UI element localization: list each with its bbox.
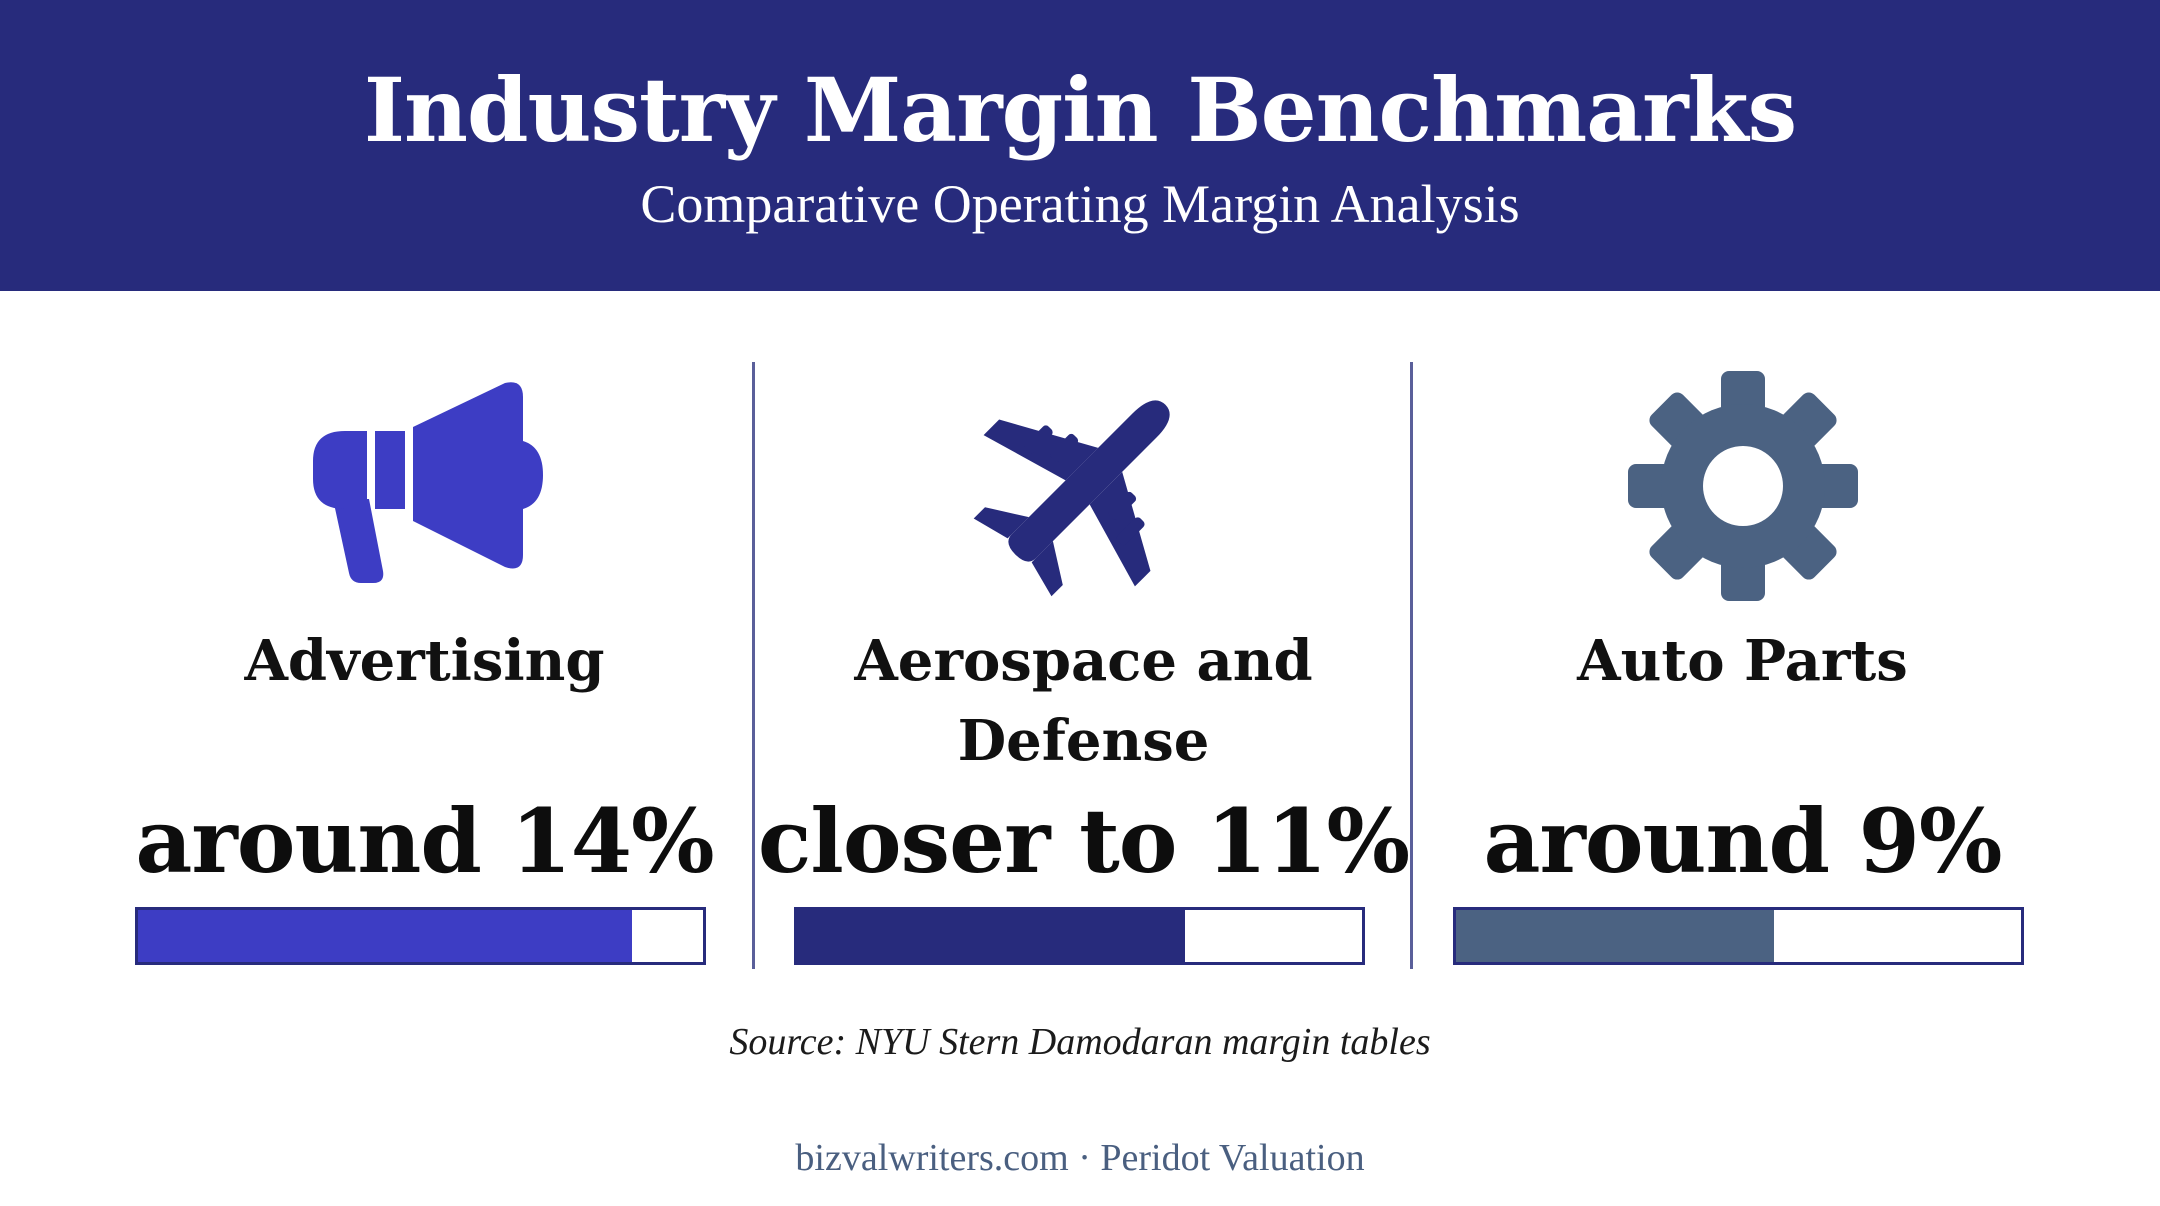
page-title: Industry Margin Benchmarks [363, 58, 1797, 162]
airplane-icon [754, 361, 1413, 611]
page-subtitle: Comparative Operating Margin Analysis [640, 174, 1520, 234]
bar-track [1453, 907, 2024, 965]
header-banner: Industry Margin Benchmarks Comparative O… [0, 0, 2160, 291]
bar-track [135, 907, 706, 965]
industry-label: Aerospace and Defense [854, 628, 1313, 774]
industry-card-advertising: Advertising around 14% [95, 291, 754, 1011]
megaphone-icon [95, 361, 754, 611]
gear-icon [1413, 361, 2072, 611]
industry-card-auto-parts: Auto Parts around 9% [1413, 291, 2072, 1011]
bar-track [794, 907, 1365, 965]
bar [138, 910, 633, 962]
footer-credit: bizvalwriters.com · Peridot Valuation [795, 1137, 1365, 1179]
industry-card-aerospace: Aerospace and Defense closer to 11% [754, 291, 1413, 1011]
bar [797, 910, 1186, 962]
column-divider [1410, 362, 1413, 969]
bar [1456, 910, 1774, 962]
data-label: closer to 11% [757, 789, 1410, 893]
industry-label: Auto Parts [1577, 628, 1908, 694]
data-label: around 9% [1483, 789, 2002, 893]
data-label: around 14% [135, 789, 714, 893]
source-note: Source: NYU Stern Damodaran margin table… [729, 1021, 1431, 1063]
industry-label: Advertising [244, 628, 605, 694]
column-divider [752, 362, 755, 969]
